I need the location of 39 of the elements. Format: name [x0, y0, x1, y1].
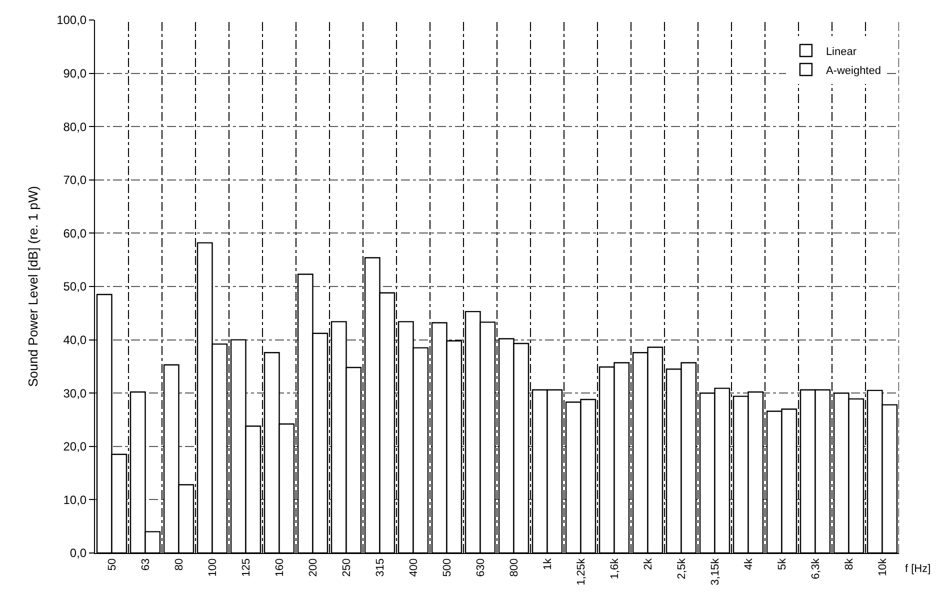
x-tick-label: 315 [374, 558, 386, 577]
x-tick-label: 1,6k [608, 558, 621, 580]
x-tick-label: 2k [642, 558, 654, 570]
x-tick-label: 100 [206, 558, 219, 577]
x-tick-label: 6,3k [810, 558, 822, 580]
x-tick-label: 1k [542, 558, 554, 570]
x-tick-label: 2,5k [676, 558, 688, 580]
x-tick-label: 200 [307, 558, 320, 577]
x-tick-label: 3,15k [709, 558, 722, 586]
y-axis-title: Sound Power Level [dB] (re. 1 pW) [26, 186, 41, 387]
y-tick-label: 100,0 [56, 13, 87, 28]
y-tick-label: 40,0 [63, 333, 87, 347]
x-tick-label: 63 [140, 558, 152, 571]
x-tick-label: 800 [508, 558, 520, 577]
y-tick-label: 30,0 [63, 386, 87, 400]
x-tick-label: 50 [106, 558, 118, 571]
y-tick-label: 90,0 [63, 66, 87, 80]
y-tick-label: 70,0 [63, 173, 87, 188]
x-tick-label: 160 [274, 558, 286, 577]
x-tick-label: 8k [843, 558, 856, 570]
legend-label: Linear [826, 46, 857, 58]
y-tick-label: 20,0 [63, 440, 87, 454]
x-tick-label: 1,25k [575, 558, 588, 586]
x-tick-label: 250 [340, 558, 353, 577]
y-tick-label: 60,0 [63, 226, 87, 240]
x-tick-label: 4k [742, 558, 755, 570]
x-tick-label: 5k [776, 558, 788, 570]
x-tick-label: 400 [408, 558, 420, 577]
x-axis-title: f [Hz] [905, 563, 931, 575]
y-tick-label: 10,0 [63, 492, 87, 507]
y-tick-label: 80,0 [63, 120, 87, 134]
x-tick-label: 80 [173, 558, 186, 571]
x-tick-label: 630 [474, 558, 487, 577]
x-tick-label: 10k [876, 558, 889, 576]
y-tick-label: 0,0 [70, 546, 87, 560]
x-tick-label: 500 [441, 558, 454, 577]
y-tick-label: 50,0 [63, 280, 87, 294]
x-tick-label: 125 [240, 558, 252, 577]
legend-label: A-weighted [826, 64, 881, 77]
